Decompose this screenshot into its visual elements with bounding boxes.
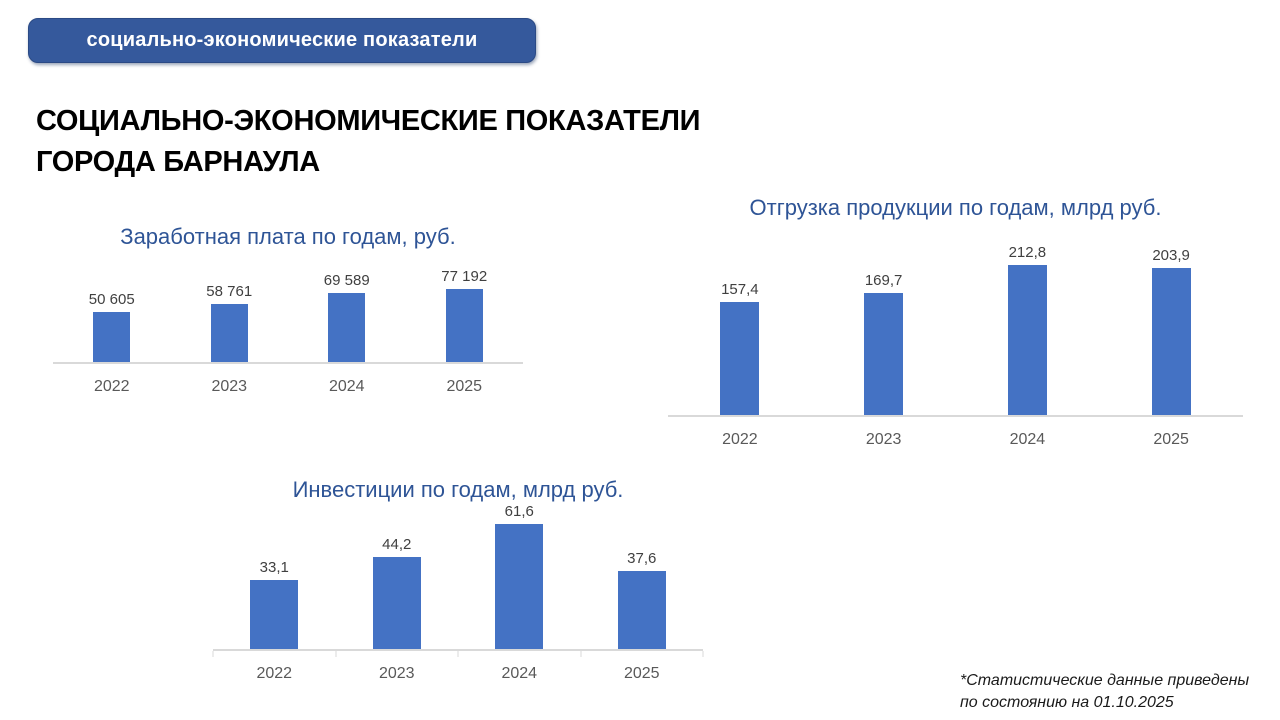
bar-value-label: 50 605	[88, 291, 135, 308]
axis-tick	[212, 651, 214, 657]
axis-tick	[335, 651, 336, 657]
year-label: 2024	[501, 665, 538, 682]
bar	[495, 524, 544, 649]
bar-column: 212,8	[956, 244, 1100, 415]
bar	[617, 571, 666, 649]
year-label: 2023	[865, 431, 902, 448]
bar-column: 33,1	[213, 503, 336, 649]
topic-badge-label: социально-экономические показатели	[86, 29, 478, 51]
bar	[864, 293, 904, 415]
footnote-line2: по состоянию на 01.10.2025	[960, 694, 1174, 711]
year-label: 2022	[722, 431, 758, 448]
year-label: 2024	[1009, 431, 1046, 448]
bar	[93, 312, 131, 362]
bar	[1007, 265, 1047, 415]
year-label: 2025	[1153, 431, 1189, 448]
year-label: 2022	[93, 378, 130, 395]
bar-value-label: 157,4	[721, 281, 759, 298]
salary-bar-chart: Заработная плата по годам, руб. 50 605 58…	[53, 224, 523, 396]
chart-title: Заработная плата по годам, руб.	[120, 224, 456, 249]
axis-tick	[457, 651, 459, 657]
investments-bar-chart: Инвестиции по годам, млрд руб. 33,1 44,2 6…	[212, 477, 704, 683]
bar-column: 58 761	[171, 268, 289, 362]
bar-column: 44,2	[336, 503, 459, 649]
bar	[250, 580, 299, 649]
chart-title: Отгрузка продукции по годам, млрд руб.	[749, 195, 1162, 220]
plot-area: 50 605 58 761 69 589 77 192	[53, 268, 523, 364]
bar-value-label: 44,2	[382, 536, 412, 553]
bar	[445, 289, 483, 362]
bar-value-label: 37,6	[627, 550, 657, 567]
plot-area: 33,1 44,2 61,6 37,6	[212, 503, 704, 657]
bar-value-label: 212,8	[1008, 244, 1047, 261]
footnote: *Статистические данные приведены по сост…	[960, 670, 1249, 714]
x-axis-labels: 2022 2023 2024 2025	[53, 364, 523, 396]
axis-tick	[702, 651, 704, 657]
bar	[1151, 268, 1191, 415]
bar-value-label: 77 192	[441, 268, 488, 285]
bar-value-label: 61,6	[504, 503, 534, 520]
bar-value-label: 69 589	[323, 272, 370, 289]
x-axis-labels: 2022 2023 2024 2025	[668, 417, 1243, 449]
topic-badge: социально-экономические показатели	[28, 18, 536, 63]
bar-column: 77 192	[406, 268, 524, 362]
x-axis-labels: 2022 2023 2024 2025	[213, 651, 703, 683]
shipments-bar-chart: Отгрузка продукции по годам, млрд руб. 1…	[668, 195, 1243, 449]
bar-value-label: 203,9	[1152, 247, 1190, 264]
bar	[372, 557, 421, 649]
bar-column: 50 605	[53, 268, 171, 362]
year-label: 2023	[211, 378, 248, 395]
page-title: СОЦИАЛЬНО-ЭКОНОМИЧЕСКИЕ ПОКАЗАТЕЛИ ГОРОД…	[36, 101, 701, 183]
year-label: 2022	[256, 665, 293, 682]
page-title-line1: СОЦИАЛЬНО-ЭКОНОМИЧЕСКИЕ ПОКАЗАТЕЛИ	[36, 105, 701, 137]
bar	[210, 304, 248, 362]
year-label: 2025	[446, 378, 483, 395]
bar-column: 169,7	[812, 244, 956, 415]
year-label: 2024	[328, 378, 365, 395]
bar-column: 203,9	[1099, 244, 1243, 415]
bar-value-label: 169,7	[864, 272, 903, 289]
bar-column: 157,4	[668, 244, 812, 415]
bar	[720, 302, 760, 415]
bar-value-label: 33,1	[259, 559, 289, 576]
bar	[328, 293, 366, 362]
bar-column: 69 589	[288, 268, 406, 362]
year-label: 2023	[378, 665, 415, 682]
chart-title: Инвестиции по годам, млрд руб.	[292, 477, 624, 502]
plot-area: 157,4 169,7 212,8 203,9	[668, 244, 1243, 417]
bar-column: 37,6	[581, 503, 704, 649]
page-title-line2: ГОРОДА БАРНАУЛА	[36, 146, 320, 178]
bar-value-label: 58 761	[206, 283, 253, 300]
axis-tick	[580, 651, 581, 657]
footnote-line1: *Статистические данные приведены	[960, 672, 1250, 689]
bar-column: 61,6	[458, 503, 581, 649]
year-label: 2025	[623, 665, 660, 682]
